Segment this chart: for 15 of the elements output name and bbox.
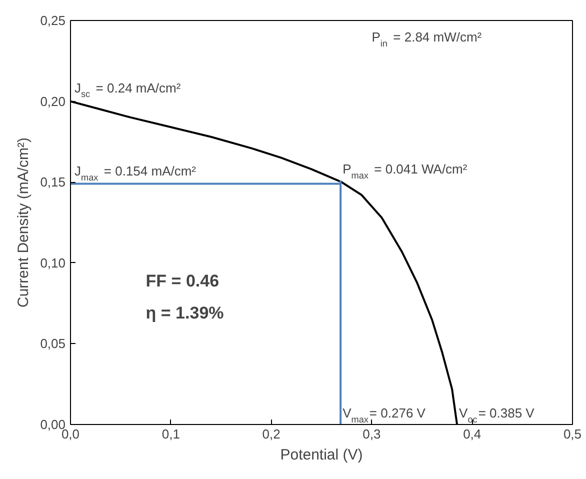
y-tick-label: 0,15 <box>40 174 66 190</box>
x-tick-label: 0,1 <box>162 426 180 442</box>
y-tick-label: 0,00 <box>40 417 66 432</box>
y-tick-label: 0,05 <box>40 336 66 352</box>
x-axis-title: Potential (V) <box>280 446 363 464</box>
y-tick-label: 0,10 <box>40 255 66 270</box>
x-tick-label: 0,2 <box>262 426 280 442</box>
x-tick-label: 0,3 <box>362 426 381 442</box>
y-tick-label: 0,20 <box>40 94 66 109</box>
annotation: FF = 0.46 <box>146 271 220 290</box>
x-tick-label: 0,5 <box>563 426 582 442</box>
annotation: η = 1.39% <box>146 304 224 323</box>
x-tick-label: 0,4 <box>463 426 482 442</box>
y-tick-label: 0,25 <box>40 13 66 28</box>
y-axis-title: Current Density (mA/cm²) <box>15 137 32 308</box>
